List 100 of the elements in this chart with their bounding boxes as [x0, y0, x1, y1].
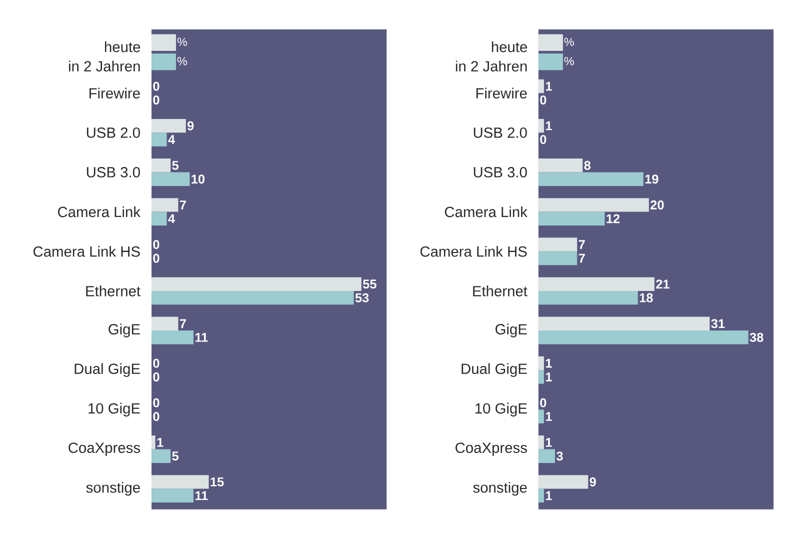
- bar: [152, 277, 362, 292]
- data-label: 7: [180, 319, 186, 328]
- data-label: 1: [157, 438, 164, 447]
- bar: [152, 172, 190, 186]
- y-tick-label: sonstige: [86, 482, 140, 496]
- bar: [538, 488, 544, 503]
- data-label: 21: [656, 280, 670, 289]
- bar: [538, 119, 544, 133]
- bar: [538, 370, 544, 384]
- bar: [152, 316, 178, 331]
- bar: [152, 330, 194, 344]
- y-tick-label: GigE: [108, 324, 140, 338]
- data-label: 1: [546, 122, 552, 130]
- text: %: [564, 38, 574, 46]
- bar: [538, 449, 556, 464]
- data-label: 7: [578, 240, 585, 249]
- bar: [538, 291, 638, 305]
- data-label: 53: [355, 293, 369, 302]
- data-label: 0: [153, 240, 160, 250]
- bar: [538, 198, 649, 212]
- bar: [152, 212, 167, 226]
- data-label: 1: [546, 438, 552, 447]
- y-tick-label: Dual GigE: [462, 363, 527, 378]
- data-label: 4: [168, 135, 175, 144]
- data-label: 9: [187, 121, 194, 130]
- data-label: 5: [172, 161, 179, 170]
- bar: [538, 79, 544, 94]
- data-label: 38: [750, 332, 764, 342]
- data-label: 1: [546, 491, 552, 500]
- y-tick-label: CoaXpress: [456, 442, 527, 456]
- data-label: 20: [650, 200, 664, 210]
- bar: [152, 158, 171, 172]
- y-tick-label: Firewire: [476, 88, 527, 99]
- x-axis-title: %: [177, 57, 188, 66]
- data-label: 0: [153, 82, 160, 91]
- y-tick-label: CoaXpress: [68, 442, 140, 456]
- y-tick-label: GigE: [496, 324, 527, 338]
- bar: [152, 475, 209, 489]
- bar: [538, 172, 644, 186]
- data-label: 1: [546, 358, 552, 368]
- data-label: 1: [546, 82, 552, 91]
- bar: [152, 291, 354, 305]
- bar: [538, 356, 544, 370]
- data-label: 0: [153, 412, 160, 422]
- data-label: 19: [645, 174, 658, 184]
- bar: [538, 212, 605, 226]
- data-label: 11: [195, 491, 208, 500]
- bar: [152, 436, 156, 450]
- bar: [538, 316, 710, 331]
- text: %: [177, 38, 188, 46]
- data-label: 0: [153, 254, 160, 263]
- bar: [152, 198, 178, 212]
- y-tick-label: 10 GigE: [88, 402, 140, 417]
- data-label: 10: [192, 174, 204, 184]
- y-tick-label: sonstige: [473, 482, 527, 496]
- y-tick-label: Ethernet: [473, 286, 528, 296]
- y-tick-label: Camera Link: [58, 206, 141, 218]
- data-label: 9: [590, 478, 596, 487]
- y-tick-label: USB 2.0: [86, 128, 140, 138]
- legend-label: heute: [104, 42, 140, 52]
- x-axis-title: %: [564, 57, 574, 66]
- data-label: 12: [606, 214, 620, 224]
- data-label: 0: [540, 96, 546, 105]
- bar: [152, 488, 194, 503]
- bar: [152, 119, 186, 133]
- data-label: 15: [210, 478, 224, 486]
- data-label: 4: [168, 214, 175, 224]
- data-label: 18: [640, 293, 653, 302]
- bar: [538, 158, 583, 172]
- bar: [538, 251, 578, 266]
- bar: [538, 475, 588, 489]
- data-label: 5: [172, 452, 179, 461]
- data-label: 0: [540, 398, 546, 408]
- y-tick-label: USB 2.0: [474, 128, 527, 138]
- legend-label: in 2 Jahren: [69, 60, 140, 72]
- y-tick-label: Firewire: [90, 88, 140, 99]
- y-tick-label: USB 3.0: [474, 167, 527, 178]
- y-tick-label: USB 3.0: [86, 167, 140, 178]
- data-label: 1: [546, 412, 552, 421]
- data-label: 7: [578, 254, 585, 263]
- data-label: 0: [540, 135, 546, 144]
- data-label: 11: [195, 333, 208, 342]
- bar: [152, 132, 167, 146]
- y-tick-label: Camera Link HS: [420, 246, 527, 257]
- bar: [538, 436, 544, 450]
- bar: [538, 238, 578, 252]
- y-tick-label: 10 GigE: [476, 402, 527, 417]
- legend-label: in 2 Jahren: [456, 60, 527, 72]
- data-label: 31: [711, 319, 725, 328]
- y-tick-label: Dual GigE: [74, 363, 140, 378]
- bar: [152, 449, 171, 464]
- data-label: 0: [153, 398, 160, 408]
- data-label: 0: [153, 96, 160, 105]
- data-label: 8: [584, 160, 591, 170]
- y-tick-label: Camera Link HS: [34, 246, 140, 257]
- bar: [538, 277, 654, 292]
- y-tick-label: Camera Link: [444, 206, 528, 218]
- legend-label: heute: [492, 42, 528, 52]
- bar: [538, 410, 544, 424]
- data-label: 1: [546, 372, 552, 382]
